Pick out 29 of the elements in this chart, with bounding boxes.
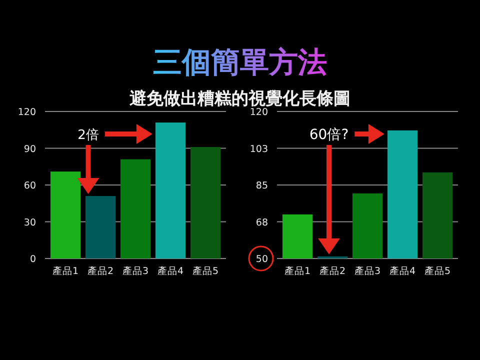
bar (85, 196, 116, 258)
y-tick-label: 103 (250, 144, 268, 155)
x-tick-label: 產品1 (52, 265, 79, 277)
y-tick-label: 50 (256, 254, 268, 265)
x-tick-label: 產品3 (354, 265, 381, 277)
annotation: 2倍 (78, 128, 99, 143)
x-tick-label: 產品3 (122, 265, 149, 277)
y-tick-label: 120 (250, 107, 268, 118)
y-tick-label: 30 (24, 217, 36, 228)
y-tick-label: 90 (24, 144, 36, 155)
bar (190, 147, 221, 258)
x-tick-label: 產品2 (319, 265, 346, 277)
y-tick-label: 120 (18, 107, 36, 118)
annotation: 60倍? (309, 127, 349, 143)
x-tick-label: 產品5 (424, 265, 451, 277)
x-tick-label: 產品2 (87, 265, 114, 277)
bar (155, 122, 186, 258)
x-tick-label: 產品4 (389, 265, 416, 277)
chart-title: 三個簡單方法 (153, 45, 327, 79)
x-tick-label: 產品1 (284, 265, 311, 277)
x-tick-label: 產品5 (192, 265, 219, 277)
bar (50, 172, 81, 258)
y-tick-label: 68 (256, 217, 268, 228)
chart-subtitle: 避免做出糟糕的視覺化長條圖 (130, 89, 350, 109)
bar (120, 159, 151, 258)
y-tick-label: 60 (24, 180, 36, 192)
y-tick-label: 85 (256, 180, 268, 192)
y-tick-label: 0 (30, 254, 36, 265)
x-tick-label: 產品4 (157, 265, 184, 277)
